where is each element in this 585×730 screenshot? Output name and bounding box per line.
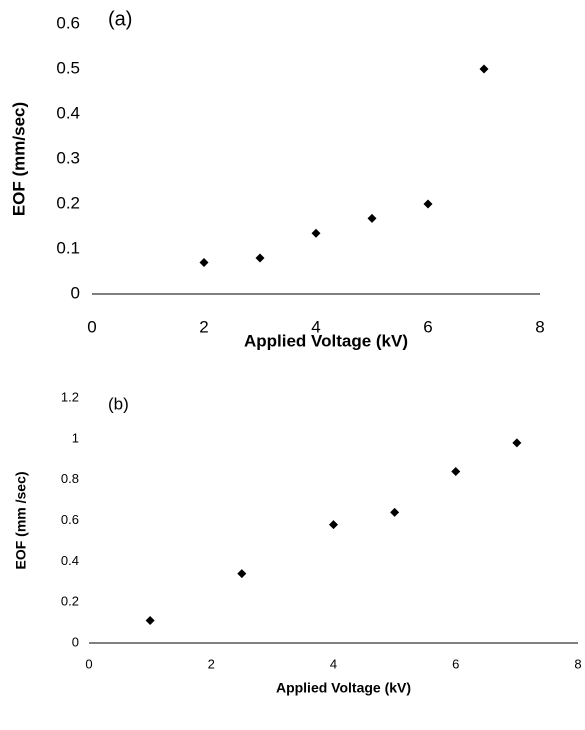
x-tick-label: 8	[574, 656, 581, 671]
y-tick-label: 0.4	[56, 103, 80, 122]
y-tick-label: 0.6	[61, 512, 79, 527]
data-point	[329, 520, 338, 530]
y-tick-label: 0	[71, 283, 80, 302]
y-tick-label: 0.5	[56, 58, 80, 77]
data-point	[311, 228, 321, 238]
data-point	[199, 258, 209, 267]
data-point	[145, 616, 155, 626]
data-point	[390, 507, 400, 517]
y-tick-label: 0.2	[56, 193, 80, 212]
y-tick-label: 0	[72, 634, 79, 649]
data-point	[423, 199, 433, 209]
x-tick-label: 6	[452, 656, 459, 671]
x-tick-label: 8	[535, 317, 544, 336]
x-tick-label: 6	[423, 317, 432, 336]
data-point	[255, 253, 265, 263]
x-axis-label: Applied Voltage (kV)	[276, 680, 411, 696]
y-tick-label: 1.2	[61, 389, 79, 404]
y-axis-label: EOF (mm /sec)	[13, 471, 29, 569]
panel-label: (a)	[108, 8, 132, 30]
panel-label: (b)	[108, 394, 129, 413]
y-tick-label: 0.3	[56, 148, 80, 167]
y-tick-label: 0.4	[61, 553, 79, 568]
y-tick-label: 1	[72, 430, 79, 445]
data-point	[237, 569, 247, 579]
y-axis-label: EOF (mm/sec)	[9, 102, 28, 216]
data-point	[367, 213, 377, 223]
data-point	[451, 467, 461, 476]
x-tick-label: 4	[311, 317, 320, 336]
data-point	[512, 438, 522, 448]
x-tick-label: 0	[87, 317, 96, 336]
x-tick-label: 2	[199, 317, 208, 336]
x-tick-label: 2	[208, 656, 215, 671]
x-axis-label: Applied Voltage (kV)	[244, 331, 408, 350]
y-tick-label: 0.1	[56, 238, 80, 257]
x-tick-label: 0	[85, 656, 92, 671]
y-tick-label: 0.6	[56, 13, 80, 32]
y-tick-label: 0.8	[61, 471, 79, 486]
y-tick-label: 0.2	[61, 594, 79, 609]
x-tick-label: 4	[330, 656, 337, 671]
data-point	[479, 64, 489, 74]
